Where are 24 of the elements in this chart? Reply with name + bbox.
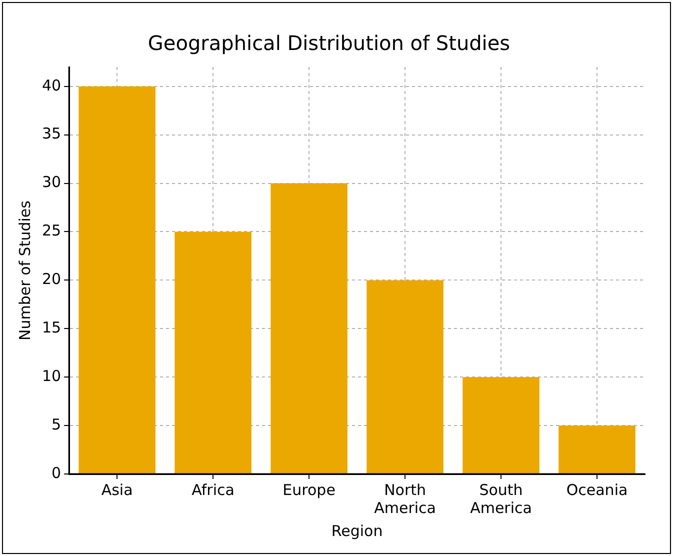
y-tick-label: 10 bbox=[42, 366, 62, 385]
y-axis-title: Number of Studies bbox=[16, 200, 34, 340]
y-tick-label: 40 bbox=[42, 76, 62, 94]
x-tick-label: Africa bbox=[192, 480, 234, 499]
chart-title: Geographical Distribution of Studies bbox=[148, 31, 510, 56]
bar bbox=[270, 183, 348, 474]
bar bbox=[366, 280, 444, 474]
y-tick-label: 5 bbox=[52, 415, 62, 434]
x-tick-label: Asia bbox=[101, 480, 133, 499]
bar bbox=[558, 426, 636, 474]
y-tick-label: 15 bbox=[42, 318, 62, 337]
y-tick-label: 30 bbox=[42, 173, 62, 192]
bar bbox=[78, 86, 156, 474]
bar bbox=[462, 377, 540, 474]
x-tick-label: North America bbox=[374, 480, 436, 517]
y-tick-label: 35 bbox=[42, 124, 62, 143]
x-tick-label: Oceania bbox=[566, 480, 628, 499]
x-tick-label: South America bbox=[470, 480, 532, 517]
x-axis-title: Region bbox=[331, 522, 383, 540]
y-tick-label: 20 bbox=[42, 270, 62, 288]
bar bbox=[174, 232, 252, 474]
y-tick-label: 0 bbox=[52, 464, 62, 482]
x-tick-label: Europe bbox=[282, 480, 336, 499]
y-tick-label: 25 bbox=[42, 222, 62, 240]
